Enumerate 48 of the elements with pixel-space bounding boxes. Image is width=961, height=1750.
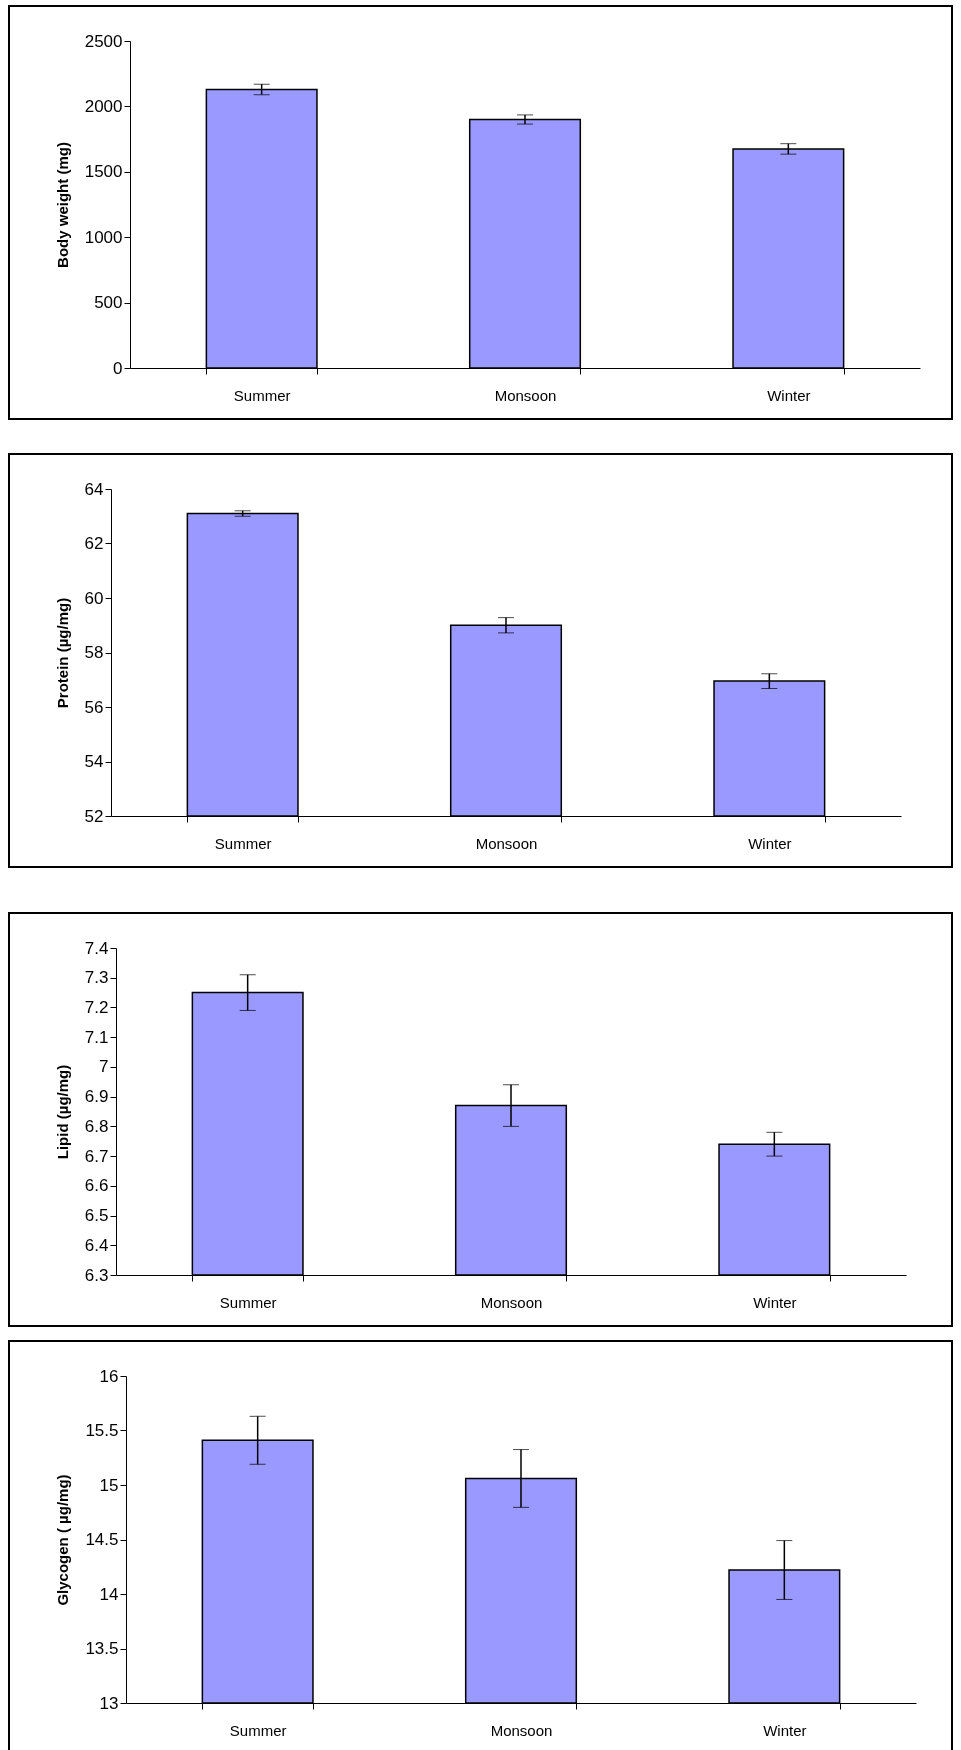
- x-tick-label: Winter: [763, 1721, 807, 1739]
- x-tick-label: Winter: [748, 834, 792, 852]
- y-axis-title: Body weight (mg): [53, 142, 71, 268]
- x-tick-label: Summer: [229, 1721, 287, 1739]
- y-tick-label: 1500: [84, 162, 123, 182]
- y-axis-title: Lipid (µg/mg): [53, 1064, 71, 1160]
- y-tick-label: 60: [84, 588, 104, 608]
- y-tick-label: 64: [84, 479, 104, 499]
- y-tick-label: 13: [99, 1693, 119, 1713]
- y-tick-label: 54: [84, 752, 104, 771]
- y-tick-label: 6.4: [84, 1235, 109, 1255]
- x-tick-label: Monsoon: [490, 1721, 553, 1739]
- y-tick-label: 13.5: [85, 1639, 119, 1658]
- y-tick-label: 2000: [84, 96, 123, 116]
- y-axis-title: Protein (µg/mg): [53, 597, 71, 709]
- y-tick-label: 15.5: [85, 1421, 119, 1440]
- y-tick-label: 6.9: [84, 1087, 109, 1107]
- y-tick-label: 6.8: [84, 1116, 109, 1136]
- y-tick-label: 52: [84, 806, 104, 826]
- y-tick-label: 7.3: [84, 968, 109, 988]
- x-tick-label: Summer: [214, 834, 272, 852]
- y-tick-label: 7.1: [84, 1027, 109, 1047]
- x-tick-label: Summer: [219, 1293, 277, 1311]
- y-tick-label: 2500: [84, 31, 123, 51]
- y-tick-label: 14: [99, 1584, 119, 1604]
- y-tick-label: 62: [84, 534, 104, 553]
- y-tick-label: 6.3: [84, 1265, 109, 1285]
- y-tick-label: 58: [84, 643, 104, 662]
- x-tick-label: Summer: [233, 386, 291, 404]
- x-tick-label: Monsoon: [475, 834, 538, 852]
- x-tick-label: Winter: [767, 386, 811, 404]
- y-tick-label: 56: [84, 697, 104, 717]
- y-tick-label: 7.4: [84, 938, 109, 958]
- y-tick-label: 0: [113, 358, 123, 378]
- y-tick-label: 7.2: [84, 997, 109, 1017]
- x-tick-label: Monsoon: [494, 386, 557, 404]
- x-tick-label: Winter: [753, 1293, 797, 1311]
- y-tick-label: 1000: [84, 227, 123, 247]
- y-tick-label: 6.7: [84, 1146, 109, 1166]
- y-tick-label: 7: [99, 1057, 109, 1077]
- y-tick-label: 14.5: [85, 1530, 119, 1549]
- y-tick-label: 15: [99, 1475, 119, 1495]
- y-tick-label: 500: [94, 293, 123, 313]
- y-tick-label: 6.5: [84, 1206, 109, 1226]
- y-axis-title: Glycogen ( µg/mg): [54, 1474, 72, 1606]
- y-tick-label: 6.6: [84, 1176, 109, 1196]
- x-tick-label: Monsoon: [480, 1293, 543, 1311]
- y-tick-label: 16: [99, 1366, 119, 1386]
